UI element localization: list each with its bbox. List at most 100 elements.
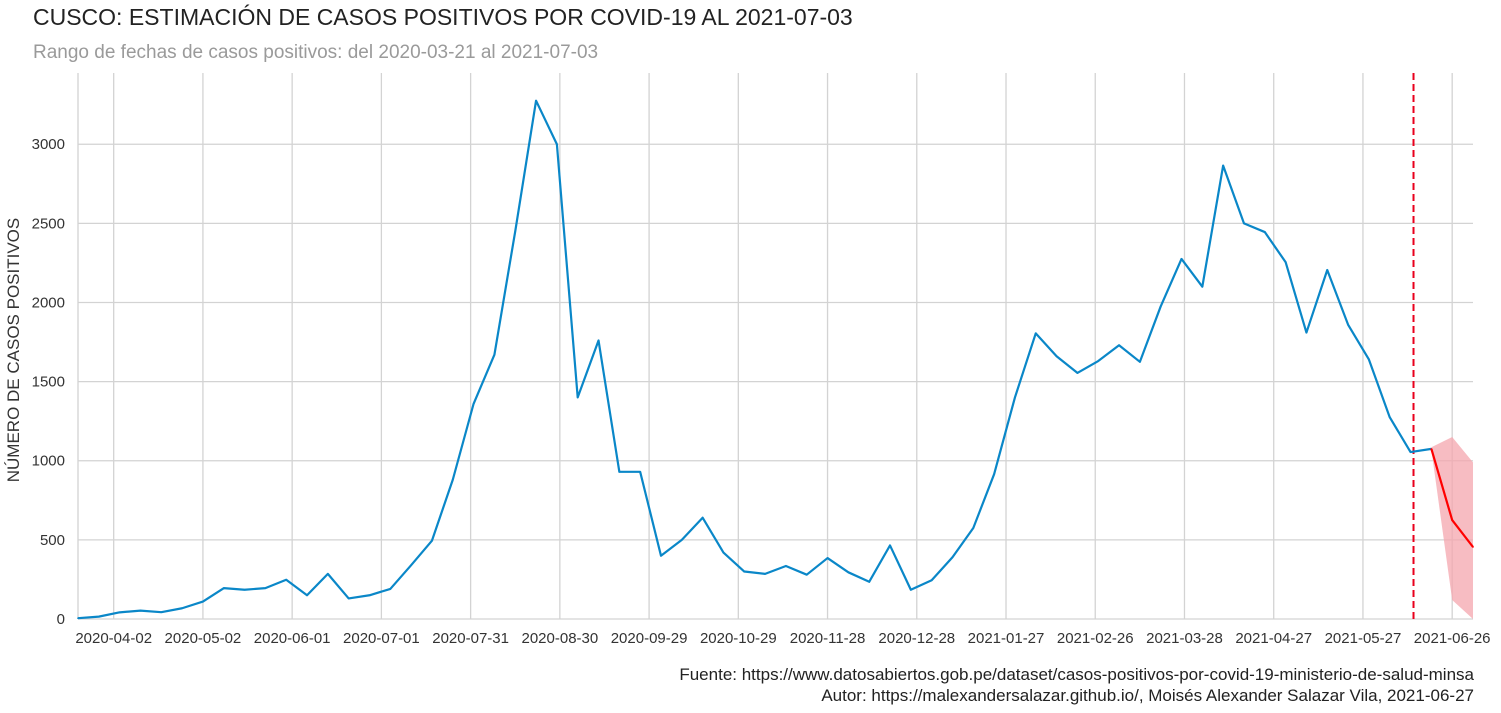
data-point (681, 539, 683, 541)
data-point (910, 588, 912, 591)
x-tick-label: 2020-12-28 (878, 630, 955, 647)
data-point (1180, 258, 1183, 260)
y-tick-label: 3000 (32, 136, 65, 153)
data-point (347, 597, 350, 600)
source-note: Fuente: https://www.datosabiertos.gob.pe… (679, 665, 1474, 684)
data-point (285, 578, 288, 581)
x-tick-label: 2021-06-26 (1414, 630, 1491, 647)
chart-subtitle: Rango de fechas de casos positivos: del … (33, 42, 599, 63)
x-tick-label: 2021-01-27 (968, 630, 1045, 647)
y-tick-label: 0 (57, 611, 65, 628)
data-point (1076, 372, 1079, 374)
data-point (1305, 331, 1308, 334)
x-tick-label: 2020-05-02 (165, 630, 242, 647)
observed-series-line (77, 99, 1432, 620)
data-point (1139, 361, 1141, 363)
confidence-band (1431, 437, 1473, 619)
data-point (77, 617, 79, 620)
data-point (98, 615, 100, 618)
grid-lines (77, 73, 1473, 620)
data-point (889, 544, 891, 547)
data-point (1430, 448, 1433, 450)
data-point (139, 609, 142, 612)
data-point (951, 556, 954, 559)
x-tick-label: 2021-03-28 (1146, 630, 1223, 647)
data-point (514, 230, 517, 233)
data-point (993, 473, 995, 475)
y-tick-label: 500 (40, 532, 65, 549)
data-point (972, 527, 975, 529)
data-point (1284, 261, 1287, 263)
data-point (639, 471, 641, 473)
x-tick-label: 2021-04-27 (1235, 630, 1312, 647)
data-point (701, 516, 704, 519)
data-point (1472, 546, 1474, 548)
data-point (451, 478, 454, 481)
x-tick-label: 2021-02-26 (1057, 630, 1134, 647)
data-point (1118, 344, 1120, 347)
x-tick-label: 2020-08-30 (521, 630, 598, 647)
data-point (868, 581, 870, 583)
data-point (1201, 285, 1204, 288)
y-tick-label: 1000 (32, 453, 65, 470)
data-point (472, 402, 475, 405)
y-tick-label: 2000 (32, 294, 65, 311)
data-point (222, 587, 225, 589)
x-tick-label: 2020-07-31 (432, 630, 509, 647)
data-point (1222, 164, 1224, 167)
data-point (181, 607, 183, 610)
data-point (306, 594, 308, 597)
data-point (826, 557, 829, 559)
y-tick-label: 1500 (32, 374, 65, 391)
data-point (389, 588, 392, 590)
x-tick-label: 2020-09-29 (611, 630, 688, 647)
data-point (118, 611, 121, 614)
data-point (1243, 222, 1245, 225)
data-point (202, 600, 204, 603)
data-point (1451, 519, 1453, 521)
x-tick-labels: 2020-04-02 2020-05-02 2020-06-01 2020-07-01… (75, 630, 1490, 647)
x-tick-label: 2021-05-27 (1325, 630, 1402, 647)
x-tick-label: 2020-07-01 (343, 630, 420, 647)
data-point (1097, 360, 1100, 362)
data-point (576, 396, 579, 399)
data-point (805, 573, 808, 576)
data-point (764, 573, 766, 575)
data-point (597, 339, 600, 342)
author-note: Autor: https://malexandersalazar.github.… (821, 686, 1474, 705)
data-point (410, 564, 412, 566)
data-point (556, 143, 558, 146)
confidence-band-layer (1431, 437, 1473, 619)
x-tick-label: 2020-11-28 (790, 630, 866, 647)
x-tick-label: 2020-10-29 (700, 630, 777, 647)
data-point (327, 573, 329, 575)
data-point (847, 571, 850, 574)
data-point (660, 554, 662, 557)
data-point (1368, 358, 1370, 361)
data-point (264, 587, 267, 589)
y-tick-label: 2500 (32, 215, 65, 232)
x-tick-label: 2020-06-01 (254, 630, 331, 647)
data-point (785, 565, 787, 567)
data-point (1326, 269, 1329, 271)
data-point (1055, 355, 1058, 358)
data-point (160, 611, 163, 613)
data-point (431, 539, 433, 542)
data-point (1347, 323, 1349, 326)
y-tick-labels: 0 500 1000 1500 2000 2500 3000 (32, 136, 65, 628)
data-point (930, 579, 933, 582)
data-point (1388, 416, 1391, 419)
x-tick-label: 2020-04-02 (75, 630, 152, 647)
data-point (722, 551, 725, 554)
data-point (618, 471, 621, 473)
data-point (1409, 451, 1412, 453)
data-point (1159, 305, 1162, 308)
data-point (1263, 231, 1266, 233)
data-point (743, 570, 746, 573)
data-point (243, 588, 246, 591)
data-point (535, 99, 537, 102)
data-point (1014, 396, 1016, 399)
chart-title: CUSCO: ESTIMACIÓN DE CASOS POSITIVOS POR… (33, 4, 853, 30)
data-point (368, 594, 371, 597)
